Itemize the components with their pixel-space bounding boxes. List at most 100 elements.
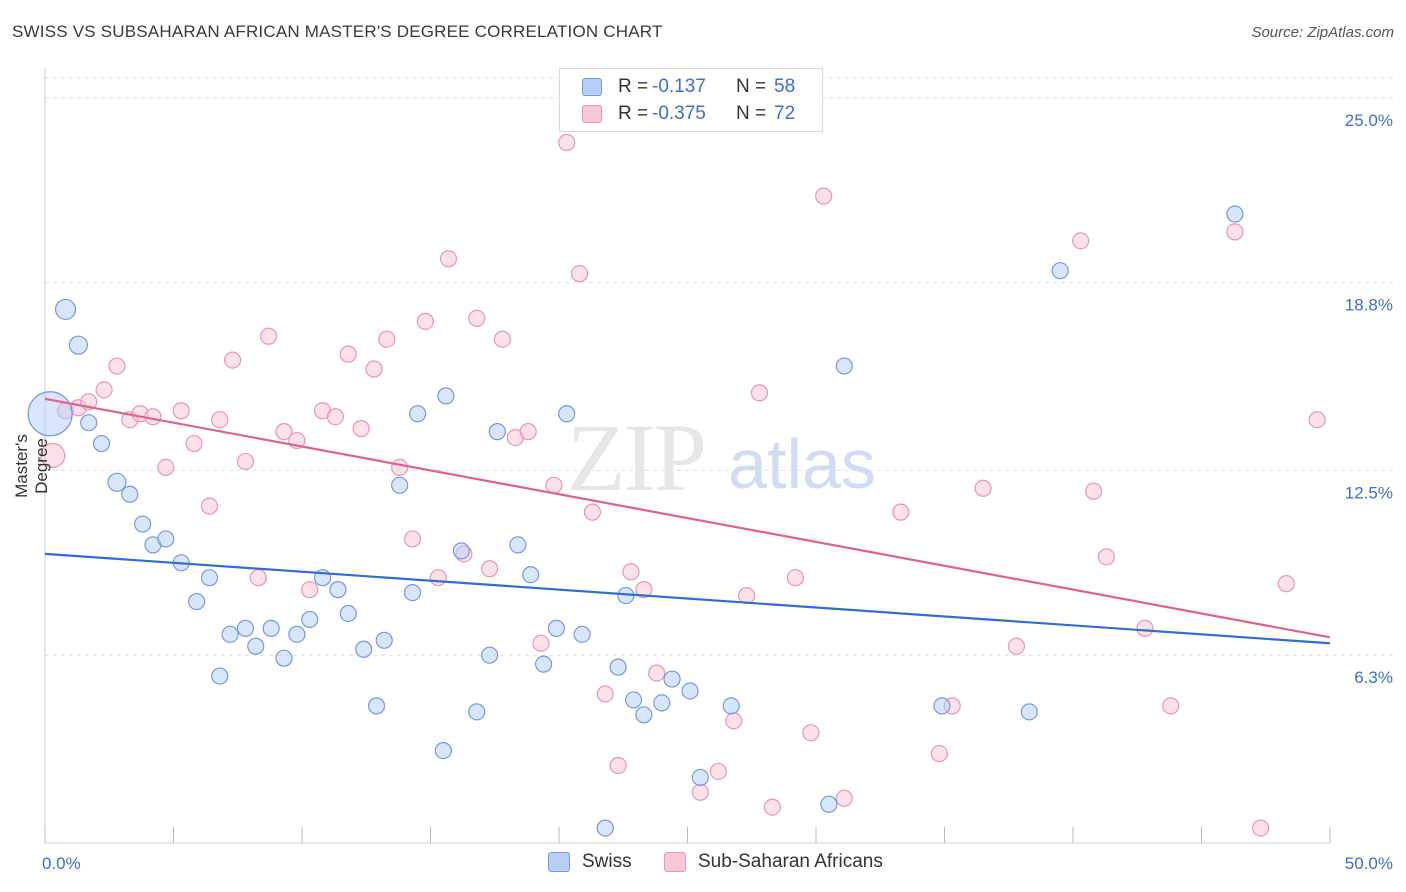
african-point [1097,548,1116,566]
swiss-point [596,819,614,837]
legend-r-value-swiss: -0.137 [652,76,706,97]
african-point [416,312,434,330]
legend-n-label: N = [736,76,767,97]
legend-r-value-african: -0.375 [652,103,706,124]
legend-item-swiss[interactable]: Swiss [548,851,632,873]
swiss-point [481,646,499,664]
swiss-point [134,515,152,533]
legend-swatch-swiss [582,78,602,96]
swiss-point [452,542,470,560]
african-point [211,411,229,429]
african-point [468,309,486,327]
african-point [481,560,499,578]
swiss-point [635,706,653,724]
african-point [224,351,242,369]
legend-n-label: N = [736,103,767,124]
african-point [1252,819,1270,837]
swiss-point [722,697,740,715]
swiss-point [288,625,306,643]
african-point [930,744,948,763]
swiss-point [236,619,255,637]
swiss-point [262,619,280,637]
swiss-point [121,485,139,503]
swiss-point [247,637,265,655]
swiss-point [221,625,239,643]
legend-item-african[interactable]: Sub-Saharan Africans [664,851,883,873]
african-point [725,712,743,730]
african-point [583,503,602,521]
african-point [835,789,853,807]
legend-n-value-african: 72 [774,103,796,124]
african-point [570,265,589,283]
swiss-point [434,741,452,760]
swiss-point [509,536,527,554]
african-point [635,581,653,599]
african-point [1136,619,1154,637]
swiss-point [488,423,506,441]
african-point [429,569,447,587]
legend-row-swiss: R = -0.137 N = 58 [560,74,795,100]
african-point [1072,232,1090,250]
chart-title: SWISS VS SUBSAHARAN AFRICAN MASTER'S DEG… [12,22,663,41]
african-point [763,798,781,816]
african-point [339,345,357,363]
swiss-point [403,584,422,602]
african-point [532,634,550,652]
african-point [596,685,614,703]
african-point [1308,411,1326,429]
swiss-point [547,619,566,637]
legend-label-swiss: Swiss [582,851,632,872]
african-point [558,133,576,152]
swiss-point [534,655,553,673]
swiss-point [1051,262,1069,280]
swiss-point [558,405,576,423]
swiss-point [355,640,373,658]
swiss-point [188,592,206,611]
african-point [236,452,255,471]
y-tick-label: 12.5% [1345,483,1393,502]
african-point [403,530,422,548]
x-tick-label: 50.0% [1345,854,1393,873]
y-tick-label: 18.8% [1345,296,1393,315]
swiss-point [375,631,393,649]
y-tick-label: 6.3% [1354,668,1393,687]
swiss-point [275,649,293,667]
african-point [275,423,293,441]
african-point [1162,697,1180,715]
african-point [391,458,409,477]
african-point [892,503,910,521]
african-point [974,479,992,497]
legend-r-label: R = [618,103,649,124]
swiss-point [80,414,98,432]
african-point [172,402,190,420]
trend-lines [44,397,1331,645]
swiss-point [409,405,427,423]
african-trend-line [44,397,1331,639]
y-axis-label: Master's Degree [12,434,51,498]
african-point [815,187,833,205]
series-legend: Swiss Sub-Saharan Africans [0,851,1406,877]
african-point [691,783,709,801]
swiss-point [933,697,951,715]
swiss-point [573,625,591,643]
swiss-point [339,604,357,623]
swiss-point [522,566,540,584]
swiss-point [68,335,89,355]
swiss-point [663,670,681,688]
swiss-point [609,658,627,676]
african-point [249,569,267,587]
african-point [786,569,805,587]
swiss-point [437,387,455,405]
watermark-zip: ZIP [567,404,705,511]
swiss-trend-line [44,552,1331,645]
african-point [157,458,175,477]
legend-swatch-african [582,105,602,123]
legend-n-value-swiss: 58 [774,76,796,97]
african-point [301,581,319,599]
african-point [40,442,66,469]
swiss-point [653,694,671,712]
tick-labels: 6.3% 12.5% 18.8% 25.0% 0.0% 50.0% [42,111,1393,873]
swiss-point [367,697,386,715]
source-label: Source: ZipAtlas.com [1251,24,1394,41]
